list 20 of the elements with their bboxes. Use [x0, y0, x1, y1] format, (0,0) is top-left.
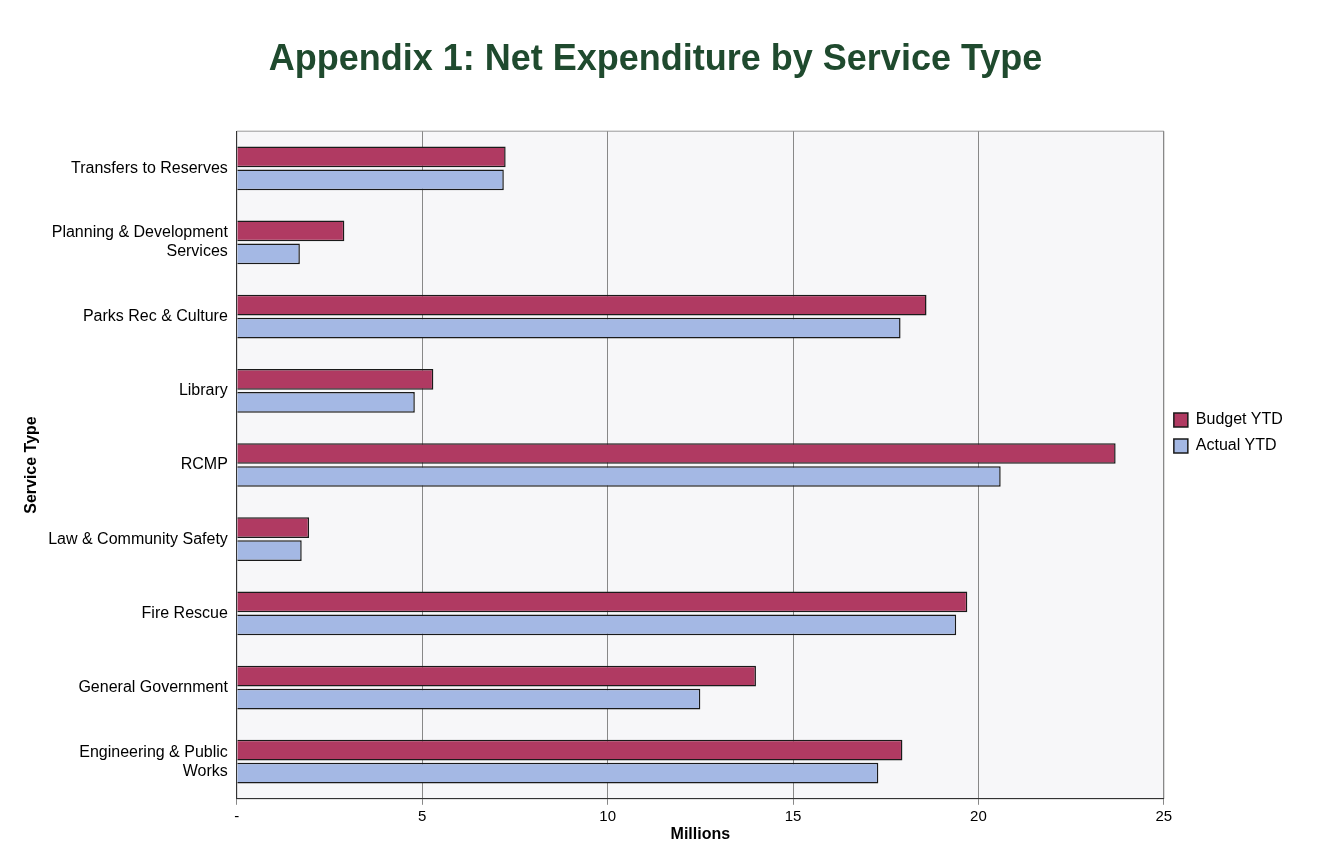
- y-tick-label: Engineering & Public Works: [79, 742, 228, 779]
- y-tick-label: Law & Community Safety: [48, 529, 228, 547]
- y-tick-label: Library: [178, 381, 228, 399]
- legend-label: Actual YTD: [1195, 436, 1277, 454]
- x-tick-label: 20: [970, 806, 987, 824]
- legend-label: Budget YTD: [1195, 410, 1283, 428]
- y-tick-label: Transfers to Reserves: [71, 158, 228, 176]
- y-tick-label: RCMP: [180, 455, 228, 473]
- y-tick-label: Parks Rec & Culture: [82, 307, 228, 325]
- x-tick-label: 25: [1155, 806, 1173, 824]
- x-tick-label: 15: [784, 806, 802, 824]
- x-tick-label: 10: [599, 806, 616, 824]
- y-tick-label: Planning & Development Services: [51, 223, 229, 260]
- y-tick-label: Fire Rescue: [141, 603, 228, 621]
- x-tick-label: 5: [418, 806, 427, 824]
- y-axis-title: Service Type: [22, 416, 40, 514]
- x-axis-title: Millions: [670, 824, 731, 842]
- x-tick-label: -: [234, 806, 240, 824]
- chart-title: Appendix 1: Net Expenditure by Service Type: [268, 36, 1043, 78]
- y-tick-label: General Government: [78, 677, 229, 695]
